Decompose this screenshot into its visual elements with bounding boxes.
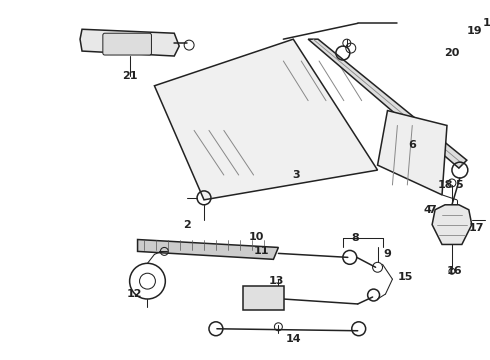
Text: 21: 21 [122,71,137,81]
Text: 3: 3 [293,170,300,180]
FancyBboxPatch shape [243,286,284,310]
Text: 17: 17 [469,222,485,233]
Text: 5: 5 [455,180,463,190]
Text: 15: 15 [398,272,413,282]
Text: 4: 4 [423,205,431,215]
Polygon shape [154,39,378,200]
Text: 2: 2 [183,220,191,230]
Text: 8: 8 [352,233,360,243]
Polygon shape [378,111,447,195]
Text: 9: 9 [384,249,392,260]
Text: 19: 19 [467,26,483,36]
Polygon shape [308,39,467,168]
Text: 7: 7 [428,205,436,215]
Text: 18: 18 [437,180,453,190]
Text: 1: 1 [483,18,490,28]
Text: 12: 12 [127,289,142,299]
Text: 16: 16 [447,266,463,276]
Text: 20: 20 [444,48,460,58]
Text: 10: 10 [249,231,264,242]
Text: 13: 13 [269,276,284,286]
Polygon shape [432,205,472,244]
FancyBboxPatch shape [103,33,151,55]
Text: 6: 6 [408,140,416,150]
Text: 14: 14 [286,334,301,344]
Polygon shape [80,29,179,56]
Polygon shape [138,239,278,259]
Text: 11: 11 [254,246,270,256]
